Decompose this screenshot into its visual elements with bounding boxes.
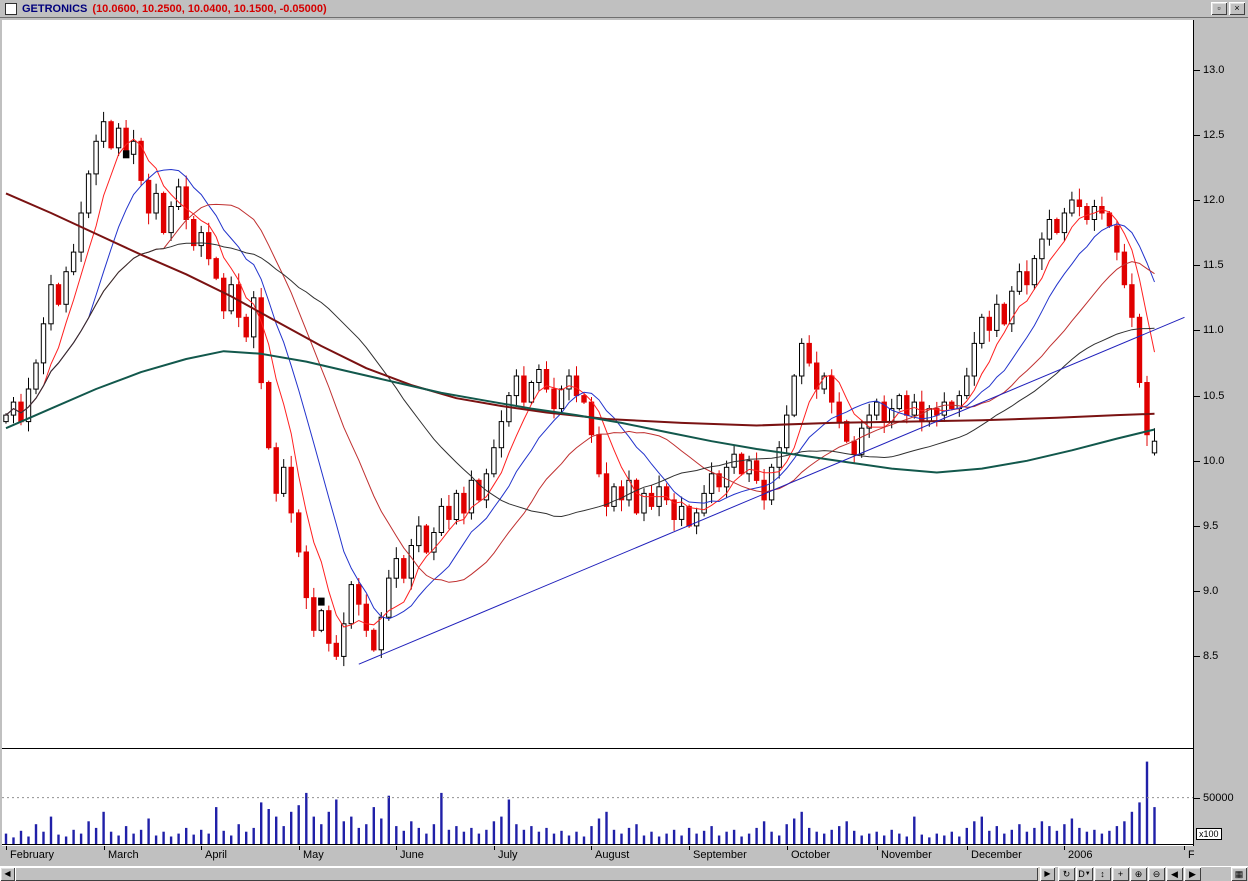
zoom-in-button[interactable]: ⊕ bbox=[1130, 867, 1147, 881]
date-axis-tick bbox=[787, 846, 788, 850]
panel-separator bbox=[2, 748, 1193, 749]
scrollbar-left-arrow[interactable]: ◀ bbox=[0, 867, 15, 881]
date-axis-tick bbox=[1064, 846, 1065, 850]
scrollbar-right-arrow[interactable]: ▶ bbox=[1040, 867, 1055, 881]
date-axis-label: August bbox=[595, 849, 630, 861]
refresh-button[interactable]: ↻ bbox=[1058, 867, 1075, 881]
volume-scale-badge: x100 bbox=[1196, 828, 1222, 840]
price-axis-label: 10.5 bbox=[1203, 390, 1225, 402]
grid-button[interactable]: ▦ bbox=[1231, 867, 1247, 881]
long-ma-teal bbox=[5, 350, 1155, 474]
periodicity-button[interactable]: D▼ bbox=[1076, 867, 1093, 881]
date-axis-tick bbox=[494, 846, 495, 850]
date-axis-tick bbox=[201, 846, 202, 850]
volume-axis-tick bbox=[1194, 798, 1200, 799]
scroll-left-button[interactable]: ◀ bbox=[1166, 867, 1183, 881]
volume-axis-label: 50000 bbox=[1203, 792, 1234, 804]
date-axis-tick bbox=[877, 846, 878, 850]
bottom-toolbar-row: ◀ ▶ ↻ D▼ ↕ + ⊕ ⊖ ◀ ▶ ▦ bbox=[0, 866, 1248, 881]
maximize-button[interactable]: ▫ bbox=[1211, 2, 1227, 15]
window-titlebar[interactable]: GETRONICS (10.0600, 10.2500, 10.0400, 10… bbox=[0, 0, 1248, 18]
close-button[interactable]: × bbox=[1229, 2, 1245, 15]
date-axis-label: July bbox=[498, 849, 518, 861]
vertical-zoom-button[interactable]: ↕ bbox=[1094, 867, 1111, 881]
moving-average-22 bbox=[5, 203, 1155, 583]
date-axis-label: February bbox=[10, 849, 55, 861]
dropdown-caret-icon: ▼ bbox=[1084, 871, 1091, 877]
scrollbar-track[interactable] bbox=[15, 867, 1040, 881]
price-axis-tick bbox=[1194, 135, 1200, 136]
date-axis-label: September bbox=[693, 849, 747, 861]
date-axis-label: F bbox=[1188, 849, 1194, 861]
scroll-right-button[interactable]: ▶ bbox=[1184, 867, 1201, 881]
date-axis-tick bbox=[591, 846, 592, 850]
chart-plot-area[interactable] bbox=[2, 20, 1194, 846]
price-axis-label: 9.0 bbox=[1203, 585, 1219, 597]
trendline bbox=[358, 316, 1185, 665]
price-axis-label: 8.5 bbox=[1203, 650, 1219, 662]
price-axis-label: 12.5 bbox=[1203, 129, 1225, 141]
window-controls: ▫ × bbox=[1211, 2, 1248, 15]
date-axis-label: November bbox=[881, 849, 932, 861]
price-axis-tick bbox=[1194, 330, 1200, 331]
price-axis-tick bbox=[1194, 656, 1200, 657]
price-axis-label: 12.0 bbox=[1203, 194, 1225, 206]
price-axis-tick bbox=[1194, 526, 1200, 527]
date-axis-tick bbox=[299, 846, 300, 850]
price-axis-tick bbox=[1194, 396, 1200, 397]
window-quote-ohlc: (10.0600, 10.2500, 10.0400, 10.1500, -0.… bbox=[92, 2, 327, 15]
scrollbar-thumb[interactable] bbox=[15, 867, 1038, 881]
price-axis-label: 11.5 bbox=[1203, 259, 1224, 271]
price-axis-label: 9.5 bbox=[1203, 520, 1219, 532]
date-axis-label: March bbox=[108, 849, 139, 861]
price-axis-label: 13.0 bbox=[1203, 64, 1225, 76]
date-axis-tick bbox=[396, 846, 397, 850]
date-axis-label: April bbox=[205, 849, 228, 861]
moving-average-12 bbox=[5, 168, 1155, 620]
date-axis-label: December bbox=[971, 849, 1022, 861]
date-axis-label: October bbox=[791, 849, 831, 861]
date-axis-label: 2006 bbox=[1068, 849, 1093, 861]
volume-panel[interactable] bbox=[2, 749, 1193, 845]
date-axis-label: June bbox=[400, 849, 424, 861]
price-axis-tick bbox=[1194, 461, 1200, 462]
price-axis-label: 10.0 bbox=[1203, 455, 1225, 467]
crosshair-button[interactable]: + bbox=[1112, 867, 1129, 881]
date-axis-tick bbox=[967, 846, 968, 850]
price-axis-tick bbox=[1194, 265, 1200, 266]
volume-bars bbox=[4, 761, 1156, 845]
date-axis-tick bbox=[1184, 846, 1185, 850]
zoom-out-button[interactable]: ⊖ bbox=[1148, 867, 1165, 881]
price-axis-tick bbox=[1194, 200, 1200, 201]
price-panel[interactable] bbox=[2, 20, 1193, 748]
date-axis: February March April May June July August Septe… bbox=[2, 846, 1194, 864]
black-candle-mark bbox=[122, 150, 130, 159]
price-axis-tick bbox=[1194, 591, 1200, 592]
window-title: GETRONICS bbox=[22, 2, 88, 15]
candles bbox=[3, 111, 1158, 667]
date-axis-tick bbox=[689, 846, 690, 850]
price-axis-label: 11.0 bbox=[1203, 324, 1224, 336]
chart-window-icon bbox=[5, 2, 17, 15]
price-axis: x100 13.0 12.5 12.0 11.5 11.0 10.5 10.0 9.5 9.0 8… bbox=[1193, 0, 1248, 866]
black-candle-mark bbox=[318, 597, 325, 606]
date-axis-tick bbox=[104, 846, 105, 850]
date-axis-label: May bbox=[303, 849, 324, 861]
date-axis-tick bbox=[6, 846, 7, 850]
long-ma-maroon bbox=[5, 192, 1155, 427]
price-axis-tick bbox=[1194, 70, 1200, 71]
moving-average-6 bbox=[5, 138, 1155, 628]
moving-average-40 bbox=[5, 242, 1155, 518]
